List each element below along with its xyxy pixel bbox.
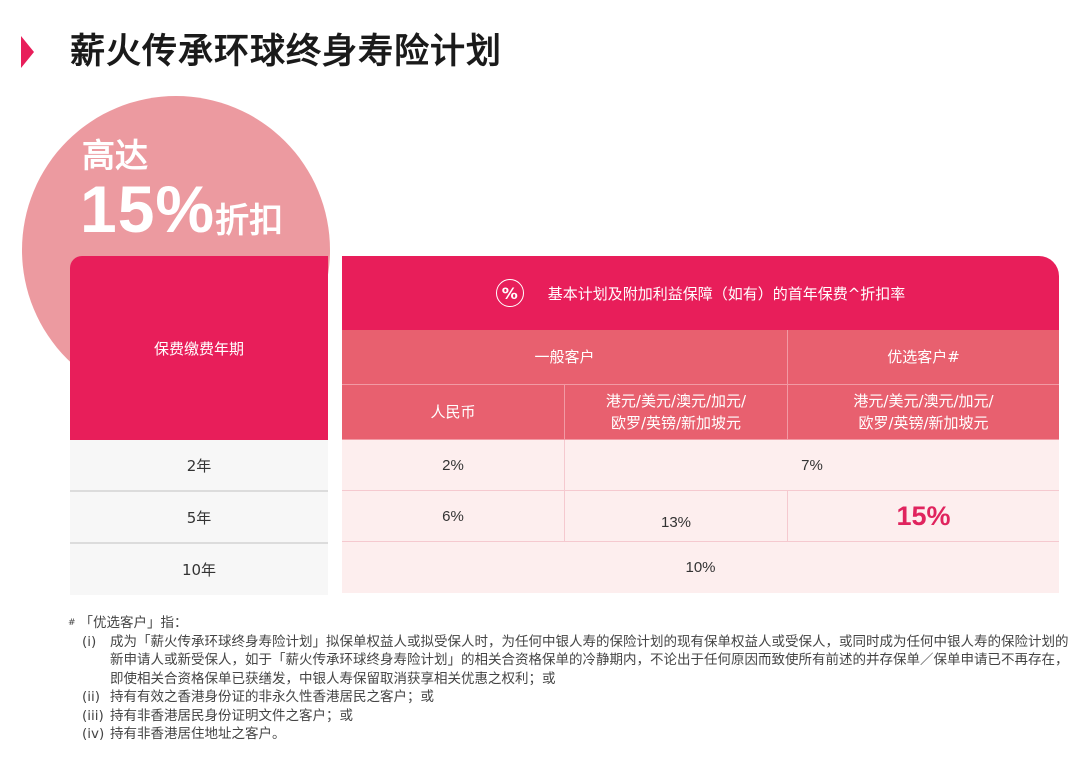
currency-other-preferred: 港元/美元/澳元/加元/ 欧罗/英镑/新加坡元 [788,385,1059,440]
page-title: 薪火传承环球终身寿险计划 [70,32,503,72]
percent-circle-icon: % [495,279,524,307]
promo-line1: 高达 [82,136,148,175]
cell-5y-rmb: 6% [342,491,565,542]
cell-2y-rmb: 2% [342,440,565,491]
cell-5y-general-other: 13% [565,491,788,542]
group-general: 一般客户 [342,330,788,385]
footnotes: # 「优选客户」指： (i) 成为「薪火传承环球终身寿险计划」拟保单权益人或拟受保… [68,614,1070,744]
discount-table-title: 基本计划及附加利益保障（如有）的首年保费^折扣率 [547,284,906,303]
cell-2y-other: 7% [565,440,1059,491]
term-header: 保费缴费年期 [70,256,328,440]
cell-10y-all: 10% [342,542,1059,593]
discount-table: % 基本计划及附加利益保障（如有）的首年保费^折扣率 一般客户 优选客户# 人民… [342,256,1059,593]
footnote-marker: # [68,618,76,628]
group-preferred: 优选客户# [788,330,1059,385]
term-column: 保费缴费年期 2年 5年 10年 [70,256,328,595]
footnote-item: (ii) 持有有效之香港身份证的非永久性香港居民之客户；或 [82,689,434,705]
promo-discount: 15%折扣 [80,176,283,260]
footnote-item: (i) 成为「薪火传承环球终身寿险计划」拟保单权益人或拟受保人时，为任何中银人寿… [82,633,1069,687]
footnote-item: (iii) 持有非香港居民身份证明文件之客户；或 [82,707,353,724]
cell-5y-preferred: 15% [788,491,1059,542]
currency-other-general: 港元/美元/澳元/加元/ 欧罗/英镑/新加坡元 [565,385,788,440]
term-row: 5年 [70,492,328,544]
promo-percent: 15% [80,172,216,246]
currency-rmb: 人民币 [342,385,565,440]
discount-table-header: % 基本计划及附加利益保障（如有）的首年保费^折扣率 [342,256,1059,330]
term-row: 10年 [70,544,328,595]
footnote-intro: # 「优选客户」指： [68,615,188,631]
term-row: 2年 [70,440,328,492]
footnote-item: (iv) 持有非香港居住地址之客户。 [82,726,286,742]
promo-suffix: 折扣 [215,201,284,241]
triangle-right-icon [21,36,34,68]
